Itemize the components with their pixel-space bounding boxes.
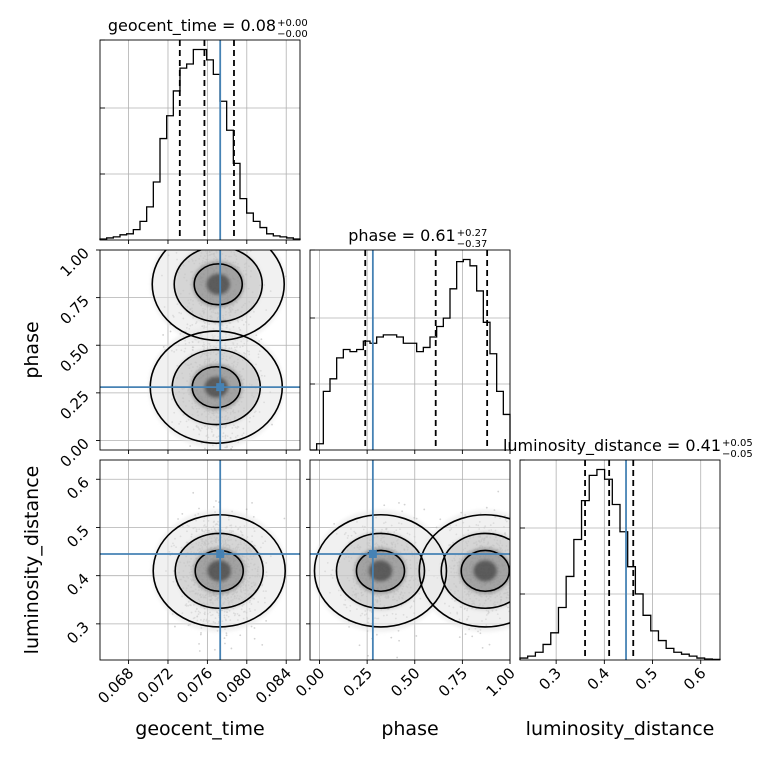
x-tick-label-geocent_time: 0.080 bbox=[213, 664, 256, 707]
contour bbox=[193, 263, 244, 306]
histogram-series-phase bbox=[310, 258, 511, 451]
contour bbox=[335, 532, 426, 610]
x-tick-label-phase: 0.75 bbox=[435, 664, 471, 700]
histogram-series-luminosity_distance bbox=[519, 468, 721, 661]
x-tick-label-geocent_time: 0.068 bbox=[94, 664, 137, 707]
y-tick-label-phase: 1.00 bbox=[56, 244, 92, 280]
x-tick-label-phase: 0.25 bbox=[340, 664, 376, 700]
y-tick-label-luminosity_distance: 0.6 bbox=[63, 473, 93, 503]
panel-frame bbox=[99, 39, 301, 241]
x-tick-label-luminosity_distance: 0.4 bbox=[584, 664, 614, 694]
x-axis-label-phase: phase bbox=[381, 718, 438, 740]
panel-frame bbox=[99, 249, 301, 451]
density-fill bbox=[151, 509, 288, 633]
y-tick-label-phase: 0.50 bbox=[56, 339, 92, 375]
hist-panel-geocent_time: geocent_time = 0.08 +0.00−0.00 bbox=[99, 16, 308, 244]
y-tick-label-phase: 0.00 bbox=[56, 435, 92, 471]
title-main: luminosity_distance = 0.41 bbox=[503, 436, 721, 456]
truth-marker bbox=[368, 549, 377, 558]
title-upper-error: +0.05 bbox=[722, 438, 753, 449]
panel-title-geocent_time: geocent_time = 0.08 +0.00−0.00 bbox=[108, 16, 308, 40]
x-tick-label-phase: 0.50 bbox=[387, 664, 423, 700]
title-lower-error: −0.00 bbox=[277, 29, 308, 40]
x-tick-label-luminosity_distance: 0.6 bbox=[680, 664, 710, 694]
title-upper-error: +0.00 bbox=[277, 18, 308, 29]
density-fill bbox=[148, 250, 287, 449]
panel-frame bbox=[99, 459, 301, 661]
panel-frame bbox=[309, 249, 511, 451]
title-main: geocent_time = 0.08 bbox=[108, 16, 276, 36]
x-tick-label-luminosity_distance: 0.5 bbox=[632, 664, 662, 694]
title-upper-error: +0.27 bbox=[457, 228, 488, 239]
y-tick-label-phase: 0.75 bbox=[56, 292, 92, 328]
truth-marker bbox=[216, 549, 225, 558]
contour bbox=[460, 549, 510, 593]
contour bbox=[355, 549, 406, 593]
contour bbox=[174, 532, 265, 610]
x-tick-label-geocent_time: 0.072 bbox=[134, 664, 177, 707]
contour bbox=[152, 513, 287, 628]
truth-marker bbox=[216, 383, 225, 392]
contour-lines bbox=[313, 513, 510, 628]
title-lower-error: −0.05 bbox=[722, 449, 753, 460]
panel-title-luminosity_distance: luminosity_distance = 0.41 +0.05−0.05 bbox=[503, 436, 753, 460]
panel-frame bbox=[309, 459, 511, 661]
y-tick-label-phase: 0.25 bbox=[56, 387, 92, 423]
contour bbox=[418, 513, 510, 628]
hist-panel-phase: phase = 0.61 +0.27−0.37 bbox=[309, 226, 511, 454]
y-tick-label-luminosity_distance: 0.4 bbox=[63, 570, 93, 600]
density-fill bbox=[312, 509, 510, 633]
hist-panel-luminosity_distance: luminosity_distance = 0.41 +0.05−0.05 bbox=[503, 436, 753, 664]
contour bbox=[313, 513, 448, 628]
density-panel-phase-luminosity_distance bbox=[306, 459, 511, 664]
y-axis-label-luminosity_distance: luminosity_distance bbox=[21, 466, 43, 655]
contour bbox=[440, 532, 510, 610]
x-tick-label-geocent_time: 0.076 bbox=[173, 664, 216, 707]
panel-frame bbox=[519, 459, 721, 661]
density-panel-geocent_time-luminosity_distance bbox=[96, 459, 301, 664]
contour bbox=[151, 250, 286, 342]
histogram-series-geocent_time bbox=[99, 48, 301, 240]
y-axis-label-phase: phase bbox=[21, 321, 43, 378]
x-tick-label-geocent_time: 0.084 bbox=[252, 664, 295, 707]
panel-title-phase: phase = 0.61 +0.27−0.37 bbox=[348, 226, 487, 250]
density-panel-geocent_time-phase bbox=[96, 249, 301, 454]
x-axis-label-luminosity_distance: luminosity_distance bbox=[526, 718, 715, 740]
x-tick-label-luminosity_distance: 0.3 bbox=[535, 664, 565, 694]
y-tick-label-luminosity_distance: 0.3 bbox=[63, 618, 93, 648]
x-axis-label-geocent_time: geocent_time bbox=[135, 718, 264, 740]
x-tick-label-phase: 1.00 bbox=[482, 664, 518, 700]
title-main: phase = 0.61 bbox=[348, 226, 455, 245]
contour bbox=[173, 250, 264, 323]
y-tick-label-luminosity_distance: 0.5 bbox=[63, 522, 93, 552]
x-tick-label-phase: 0.00 bbox=[292, 664, 328, 700]
title-lower-error: −0.37 bbox=[457, 239, 488, 250]
